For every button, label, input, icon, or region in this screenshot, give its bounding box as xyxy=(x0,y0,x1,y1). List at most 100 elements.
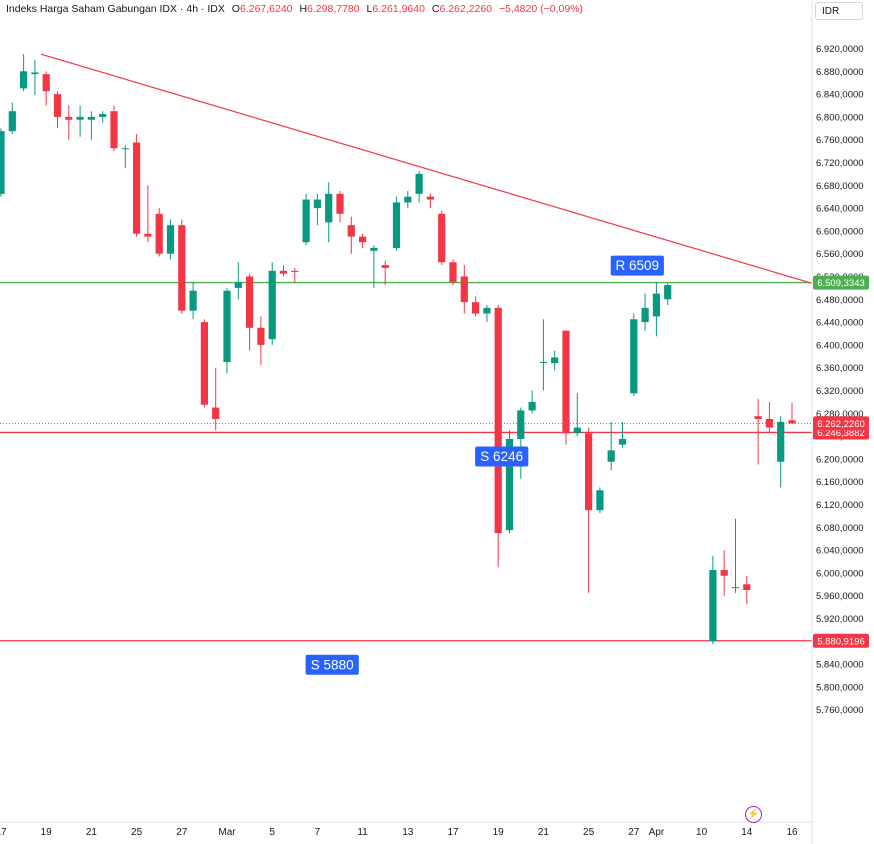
candle[interactable] xyxy=(87,111,95,140)
candle[interactable] xyxy=(42,71,50,106)
candle[interactable] xyxy=(257,316,265,365)
candle[interactable] xyxy=(573,393,581,437)
x-tick-label: 10 xyxy=(696,827,708,838)
candle-body xyxy=(483,307,491,314)
candle[interactable] xyxy=(652,282,660,337)
candle-body xyxy=(336,193,344,214)
candle[interactable] xyxy=(53,91,62,129)
candle-body xyxy=(505,438,514,531)
candle[interactable] xyxy=(460,265,468,314)
candle-body xyxy=(618,438,627,445)
candle[interactable] xyxy=(279,265,288,277)
candle[interactable] xyxy=(0,128,5,197)
candle[interactable] xyxy=(426,193,434,209)
level-tag-text: S 6246 xyxy=(480,449,523,464)
candle[interactable] xyxy=(585,427,593,593)
level-tag-bg xyxy=(475,446,529,467)
candle[interactable] xyxy=(110,105,118,152)
candle[interactable] xyxy=(596,487,604,514)
candle[interactable] xyxy=(166,219,175,260)
y-tick-label: 6.600,0000 xyxy=(816,226,864,237)
level-tag-text: S 5880 xyxy=(311,657,354,672)
candle-body xyxy=(573,427,581,434)
candle[interactable] xyxy=(268,262,276,345)
trendline[interactable] xyxy=(40,53,813,284)
candle[interactable] xyxy=(505,430,514,533)
x-tick-label: 11 xyxy=(357,827,368,838)
candle[interactable] xyxy=(234,262,242,300)
candle-body xyxy=(415,173,423,194)
x-tick-label: 19 xyxy=(41,827,53,838)
candle[interactable] xyxy=(743,575,751,605)
candle-body xyxy=(144,233,152,237)
candle[interactable] xyxy=(551,350,559,371)
candle[interactable] xyxy=(449,259,457,286)
candle[interactable] xyxy=(325,182,333,243)
candle-body xyxy=(166,225,175,254)
candle[interactable] xyxy=(765,401,773,434)
candle[interactable] xyxy=(528,390,536,414)
candle-body xyxy=(347,225,355,237)
candle[interactable] xyxy=(392,196,401,251)
x-tick-label: 16 xyxy=(786,827,798,838)
level-price-tag: 5.880,9196 xyxy=(813,633,869,648)
candle[interactable] xyxy=(133,134,141,237)
candle[interactable] xyxy=(709,555,717,645)
candle[interactable] xyxy=(607,421,615,471)
candle[interactable] xyxy=(539,319,547,391)
candle[interactable] xyxy=(8,102,16,134)
candle[interactable] xyxy=(313,193,321,226)
candle[interactable] xyxy=(517,407,525,479)
candle[interactable] xyxy=(720,550,728,596)
candle[interactable] xyxy=(31,59,39,96)
candle[interactable] xyxy=(664,283,672,305)
x-tick-label: 27 xyxy=(628,827,640,838)
candle[interactable] xyxy=(731,518,740,593)
level-tag-bg xyxy=(305,654,359,675)
candle-body xyxy=(65,116,73,120)
candle[interactable] xyxy=(415,171,423,203)
candle[interactable] xyxy=(494,305,502,568)
y-tick-label: 6.040,0000 xyxy=(816,546,864,557)
candle[interactable] xyxy=(630,313,638,397)
candle[interactable] xyxy=(370,245,378,288)
candle[interactable] xyxy=(76,105,84,137)
candle[interactable] xyxy=(618,421,627,448)
candle[interactable] xyxy=(788,402,796,424)
candle-body xyxy=(313,199,321,209)
candle[interactable] xyxy=(302,193,310,246)
currency-button[interactable]: IDR xyxy=(815,2,863,20)
candle[interactable] xyxy=(641,293,649,331)
candle-body xyxy=(630,319,638,394)
candle[interactable] xyxy=(20,54,28,92)
candle[interactable] xyxy=(155,208,163,257)
candle[interactable] xyxy=(359,233,367,248)
candle[interactable] xyxy=(212,367,220,431)
lightning-icon[interactable]: ⚡ xyxy=(745,806,762,823)
candle[interactable] xyxy=(144,185,152,243)
candle[interactable] xyxy=(472,296,480,317)
open-value: 6.267,6240 xyxy=(239,3,293,15)
candle[interactable] xyxy=(381,260,389,286)
candle[interactable] xyxy=(438,210,446,266)
candle[interactable] xyxy=(777,416,785,488)
candle[interactable] xyxy=(65,105,73,140)
candle[interactable] xyxy=(291,267,299,283)
candle[interactable] xyxy=(189,282,197,320)
candle[interactable] xyxy=(178,219,186,314)
y-tick-label: 5.960,0000 xyxy=(816,591,864,602)
candle[interactable] xyxy=(336,191,344,223)
candle[interactable] xyxy=(200,319,208,408)
candle-body xyxy=(279,270,288,274)
candle[interactable] xyxy=(404,191,412,209)
candle[interactable] xyxy=(223,287,231,374)
candle[interactable] xyxy=(121,145,129,169)
candle[interactable] xyxy=(347,216,355,254)
candle-body xyxy=(449,262,457,283)
candle[interactable] xyxy=(483,305,491,323)
candle[interactable] xyxy=(562,330,570,445)
candle[interactable] xyxy=(246,273,254,351)
candle[interactable] xyxy=(754,399,762,465)
candle[interactable] xyxy=(99,111,107,123)
